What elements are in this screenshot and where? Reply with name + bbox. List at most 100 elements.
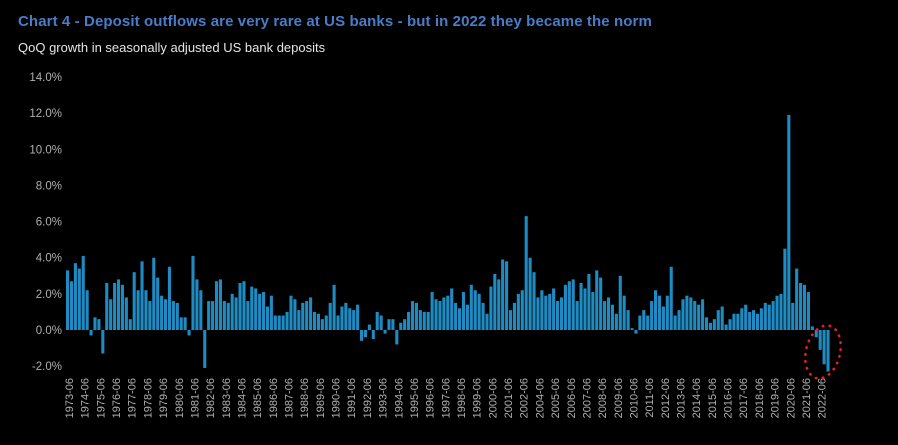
bar <box>712 319 716 330</box>
bar <box>450 288 454 330</box>
bar <box>120 284 124 330</box>
bar <box>512 302 516 330</box>
x-axis-tick-label: 1983-06 <box>221 378 233 418</box>
x-axis-tick-label: 2014-06 <box>691 378 703 418</box>
bar <box>716 310 720 330</box>
bar <box>740 308 744 330</box>
bar <box>113 283 117 330</box>
x-axis-tick-label: 1978-06 <box>142 378 154 418</box>
bar <box>563 284 567 330</box>
x-axis-tick-label: 1994-06 <box>393 378 405 418</box>
x-axis-tick-label: 1974-06 <box>80 378 92 418</box>
bar <box>399 322 403 330</box>
bar <box>262 292 266 330</box>
bar <box>748 311 752 330</box>
bar <box>771 301 775 330</box>
bar <box>497 279 501 330</box>
bar <box>344 302 348 330</box>
bar <box>214 281 219 330</box>
bar <box>132 272 136 330</box>
bar <box>638 315 642 330</box>
bar <box>309 297 313 330</box>
bar <box>704 317 709 330</box>
bar <box>630 328 634 330</box>
bar <box>654 290 658 330</box>
bar <box>340 306 344 330</box>
bar <box>93 317 97 330</box>
bar <box>85 290 89 330</box>
x-axis-tick-label: 1986-06 <box>268 378 280 418</box>
x-axis-tick-label: 2019-06 <box>770 378 782 418</box>
bar <box>791 302 795 330</box>
x-axis-tick-label: 1999-06 <box>472 378 484 418</box>
bar <box>465 304 469 330</box>
bar <box>407 311 411 330</box>
x-axis-tick-label: 1973-06 <box>64 378 76 418</box>
x-axis-tick-label: 2002-06 <box>519 378 531 418</box>
bar <box>77 268 81 330</box>
bar <box>356 304 360 330</box>
bar <box>367 324 371 330</box>
chart-subtitle: QoQ growth in seasonally adjusted US ban… <box>18 40 326 55</box>
bar <box>665 295 669 330</box>
bar <box>814 330 818 338</box>
bar <box>391 319 395 330</box>
bar <box>697 304 701 330</box>
bar <box>634 330 638 334</box>
bar <box>442 297 446 330</box>
bar <box>324 315 328 330</box>
bar <box>222 301 226 330</box>
bar <box>673 315 677 330</box>
bar <box>595 270 599 330</box>
bar <box>183 317 187 330</box>
x-axis-tick-label: 2013-06 <box>676 378 688 418</box>
x-axis-tick-label: 2016-06 <box>723 378 735 418</box>
x-axis-tick-label: 2001-06 <box>503 378 515 418</box>
bar <box>371 330 375 340</box>
bar <box>207 301 211 330</box>
bar <box>779 293 783 330</box>
bar <box>293 299 297 330</box>
x-axis-tick-label: 1992-06 <box>362 378 374 418</box>
x-axis: 1973-06 1974-06 1975-06 1976-06 1977-06 1978-… <box>64 378 829 418</box>
bar <box>136 290 140 330</box>
bar <box>242 281 246 330</box>
bar <box>140 261 144 330</box>
bar <box>312 311 317 330</box>
bar <box>101 330 105 354</box>
y-axis-tick-label: 14.0% <box>29 72 62 84</box>
bar <box>556 301 560 330</box>
bar <box>806 292 810 330</box>
bar <box>552 288 556 330</box>
bar <box>810 326 814 330</box>
bar <box>348 308 352 330</box>
x-axis-tick-label: 2011-06 <box>644 378 656 418</box>
bar <box>328 302 332 330</box>
bar <box>783 248 787 330</box>
bar <box>289 295 293 330</box>
bar <box>579 283 583 330</box>
bar <box>89 330 93 336</box>
bar <box>281 315 285 330</box>
x-axis-tick-label: 1993-06 <box>378 378 390 418</box>
bar <box>250 286 254 330</box>
x-axis-tick-label: 1981-06 <box>189 378 201 418</box>
bar <box>277 315 281 330</box>
bar <box>473 290 477 330</box>
bar <box>199 290 203 330</box>
x-axis-tick-label: 1976-06 <box>111 378 123 418</box>
bar <box>614 313 618 330</box>
bar <box>305 301 309 330</box>
bar <box>238 283 242 330</box>
y-axis-tick-label: 10.0% <box>29 144 62 156</box>
bar <box>352 310 356 330</box>
bar <box>744 304 748 330</box>
y-axis-tick-label: 8.0% <box>36 180 62 192</box>
bar <box>422 311 426 330</box>
bar <box>618 275 622 330</box>
bar <box>387 319 391 330</box>
y-axis-tick-label: 2.0% <box>36 289 62 301</box>
bar <box>105 283 109 330</box>
bar <box>66 270 70 330</box>
